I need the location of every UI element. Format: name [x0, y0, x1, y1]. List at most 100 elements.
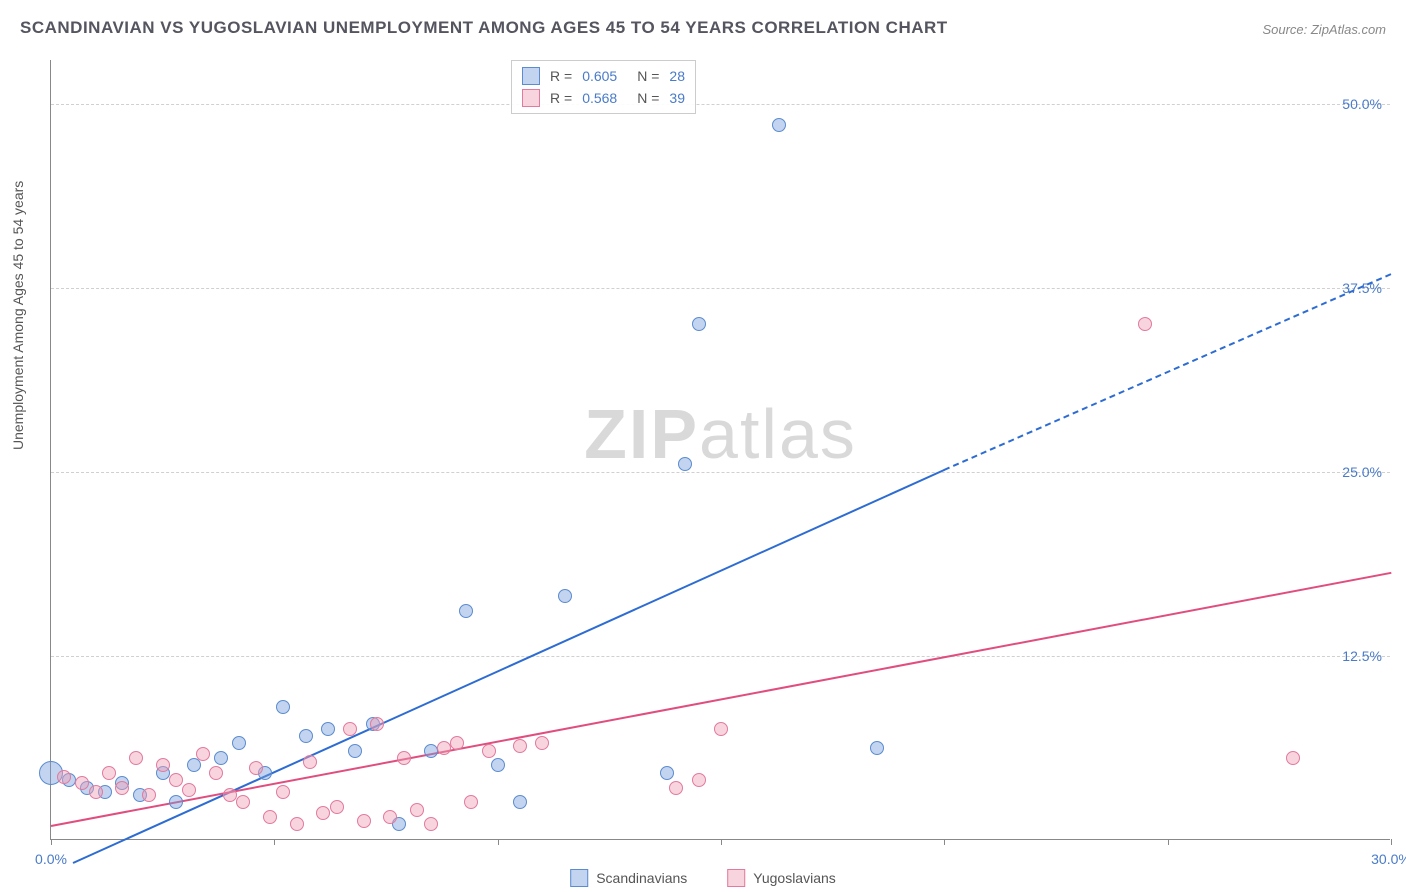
legend-swatch: [522, 89, 540, 107]
legend-row: R = 0.605 N = 28: [522, 65, 685, 87]
data-point: [169, 795, 183, 809]
data-point: [142, 788, 156, 802]
gridline: [51, 288, 1390, 289]
legend-n-value: 39: [669, 90, 685, 106]
data-point: [343, 722, 357, 736]
data-point: [276, 785, 290, 799]
data-point: [482, 744, 496, 758]
data-point: [535, 736, 549, 750]
data-point: [290, 817, 304, 831]
data-point: [57, 770, 71, 784]
legend-series-name: Scandinavians: [596, 870, 687, 886]
gridline: [51, 472, 1390, 473]
x-tick-mark: [944, 839, 945, 845]
chart-plot-area: ZIPatlas R = 0.605 N = 28 R = 0.568 N = 39 12.5…: [50, 60, 1390, 840]
legend-item: Scandinavians: [570, 869, 687, 887]
legend-r-value: 0.605: [582, 68, 617, 84]
data-point: [669, 781, 683, 795]
data-point: [303, 755, 317, 769]
data-point: [223, 788, 237, 802]
data-point: [214, 751, 228, 765]
data-point: [321, 722, 335, 736]
legend-series-name: Yugoslavians: [753, 870, 836, 886]
data-point: [410, 803, 424, 817]
correlation-legend: R = 0.605 N = 28 R = 0.568 N = 39: [511, 60, 696, 114]
data-point: [236, 795, 250, 809]
data-point: [558, 589, 572, 603]
legend-r-value: 0.568: [582, 90, 617, 106]
data-point: [209, 766, 223, 780]
legend-swatch: [727, 869, 745, 887]
chart-title: SCANDINAVIAN VS YUGOSLAVIAN UNEMPLOYMENT…: [20, 18, 948, 38]
data-point: [459, 604, 473, 618]
legend-r-label: R =: [550, 90, 572, 106]
data-point: [182, 783, 196, 797]
legend-swatch: [570, 869, 588, 887]
data-point: [450, 736, 464, 750]
data-point: [772, 118, 786, 132]
data-point: [129, 751, 143, 765]
data-point: [1138, 317, 1152, 331]
data-point: [678, 457, 692, 471]
data-point: [196, 747, 210, 761]
data-point: [89, 785, 103, 799]
legend-row: R = 0.568 N = 39: [522, 87, 685, 109]
gridline: [51, 104, 1390, 105]
legend-swatch: [522, 67, 540, 85]
legend-n-label: N =: [637, 90, 659, 106]
data-point: [660, 766, 674, 780]
legend-r-label: R =: [550, 68, 572, 84]
data-point: [102, 766, 116, 780]
x-tick-mark: [51, 839, 52, 845]
data-point: [156, 758, 170, 772]
data-point: [299, 729, 313, 743]
data-point: [169, 773, 183, 787]
data-point: [115, 781, 129, 795]
x-tick-mark: [1168, 839, 1169, 845]
y-tick-label: 50.0%: [1342, 96, 1382, 112]
x-tick-label: 0.0%: [35, 851, 67, 867]
data-point: [383, 810, 397, 824]
data-point: [397, 751, 411, 765]
gridline: [51, 656, 1390, 657]
data-point: [491, 758, 505, 772]
legend-item: Yugoslavians: [727, 869, 836, 887]
data-point: [370, 717, 384, 731]
data-point: [348, 744, 362, 758]
data-point: [424, 817, 438, 831]
data-point: [464, 795, 478, 809]
source-attribution: Source: ZipAtlas.com: [1262, 22, 1386, 37]
y-axis-label: Unemployment Among Ages 45 to 54 years: [10, 181, 26, 450]
data-point: [249, 761, 263, 775]
trend-line-extrapolated: [944, 273, 1391, 471]
series-legend: Scandinavians Yugoslavians: [570, 869, 836, 887]
trend-line: [51, 572, 1391, 827]
data-point: [513, 739, 527, 753]
data-point: [424, 744, 438, 758]
data-point: [187, 758, 201, 772]
data-point: [692, 317, 706, 331]
data-point: [513, 795, 527, 809]
y-tick-label: 12.5%: [1342, 648, 1382, 664]
data-point: [1286, 751, 1300, 765]
legend-n-value: 28: [669, 68, 685, 84]
trend-line: [73, 469, 945, 864]
data-point: [870, 741, 884, 755]
watermark: ZIPatlas: [584, 394, 857, 474]
x-tick-mark: [1391, 839, 1392, 845]
data-point: [437, 741, 451, 755]
data-point: [263, 810, 277, 824]
data-point: [330, 800, 344, 814]
legend-n-label: N =: [637, 68, 659, 84]
watermark-light: atlas: [699, 395, 857, 473]
data-point: [692, 773, 706, 787]
x-tick-label: 30.0%: [1371, 851, 1406, 867]
x-tick-mark: [721, 839, 722, 845]
y-tick-label: 25.0%: [1342, 464, 1382, 480]
data-point: [276, 700, 290, 714]
data-point: [75, 776, 89, 790]
x-tick-mark: [274, 839, 275, 845]
x-tick-mark: [498, 839, 499, 845]
data-point: [316, 806, 330, 820]
data-point: [232, 736, 246, 750]
